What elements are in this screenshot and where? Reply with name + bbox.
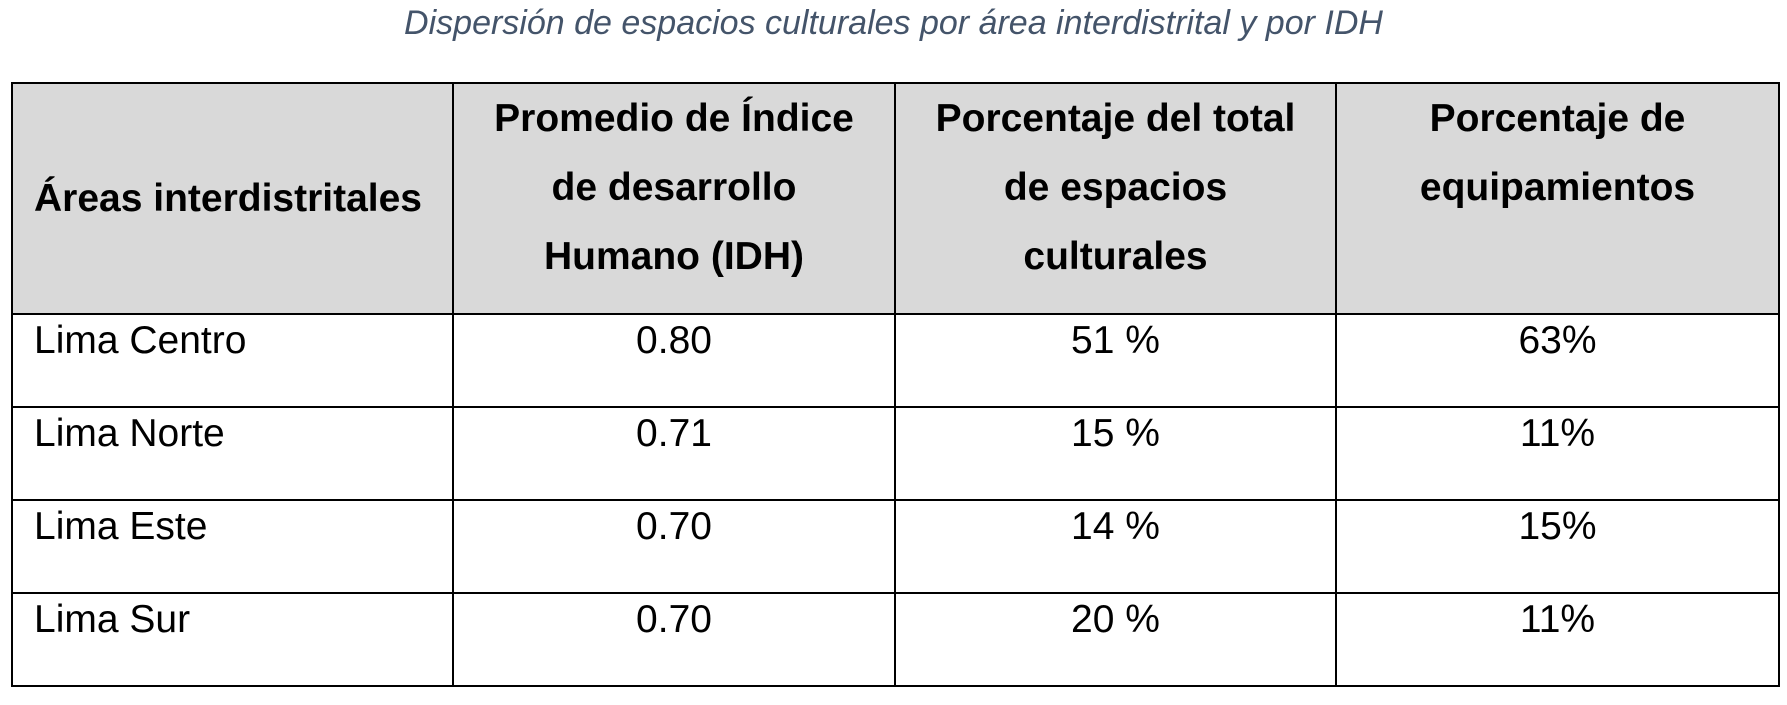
idh-cell: 0.80 <box>452 313 896 408</box>
cultural-spaces-percent-cell: 20 % <box>894 592 1337 687</box>
cultural-spaces-percent-cell: 14 % <box>894 499 1337 594</box>
table-caption: Dispersión de espacios culturales por ár… <box>404 3 1383 42</box>
header-idh: Promedio de Índice de desarrollo Humano … <box>452 82 896 315</box>
cultural-spaces-percent-cell: 51 % <box>894 313 1337 408</box>
header-equipment-percent: Porcentaje de equipamientos <box>1335 82 1780 315</box>
equipment-percent-cell: 63% <box>1335 313 1780 408</box>
cultural-spaces-percent-cell: 15 % <box>894 406 1337 501</box>
idh-cultural-spaces-table: Áreas interdistritales Promedio de Índic… <box>11 82 1780 687</box>
table-row: Lima Este 0.70 14 % 15% <box>11 499 1780 594</box>
idh-cell: 0.70 <box>452 592 896 687</box>
equipment-percent-cell: 11% <box>1335 406 1780 501</box>
area-name-cell: Lima Este <box>11 499 454 594</box>
header-areas: Áreas interdistritales <box>11 82 454 315</box>
idh-cell: 0.70 <box>452 499 896 594</box>
table-row: Lima Centro 0.80 51 % 63% <box>11 313 1780 408</box>
table-row: Lima Sur 0.70 20 % 11% <box>11 592 1780 687</box>
equipment-percent-cell: 11% <box>1335 592 1780 687</box>
area-name-cell: Lima Norte <box>11 406 454 501</box>
table-row: Lima Norte 0.71 15 % 11% <box>11 406 1780 501</box>
area-name-cell: Lima Centro <box>11 313 454 408</box>
header-row: Áreas interdistritales Promedio de Índic… <box>11 82 1780 315</box>
idh-cell: 0.71 <box>452 406 896 501</box>
header-cultural-spaces-percent: Porcentaje del total de espacios cultura… <box>894 82 1337 315</box>
area-name-cell: Lima Sur <box>11 592 454 687</box>
equipment-percent-cell: 15% <box>1335 499 1780 594</box>
